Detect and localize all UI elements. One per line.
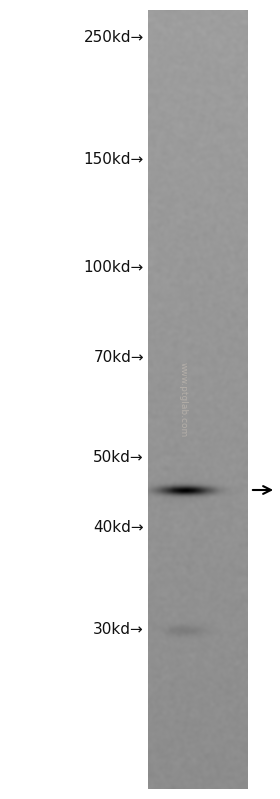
Text: 40kd→: 40kd→ <box>93 519 144 535</box>
Text: 100kd→: 100kd→ <box>84 260 144 276</box>
Text: 30kd→: 30kd→ <box>93 622 144 638</box>
Text: 50kd→: 50kd→ <box>93 450 144 464</box>
Text: 150kd→: 150kd→ <box>84 153 144 168</box>
Text: 250kd→: 250kd→ <box>84 30 144 46</box>
Text: www.ptglab.com: www.ptglab.com <box>179 362 188 437</box>
Text: 70kd→: 70kd→ <box>93 349 144 364</box>
